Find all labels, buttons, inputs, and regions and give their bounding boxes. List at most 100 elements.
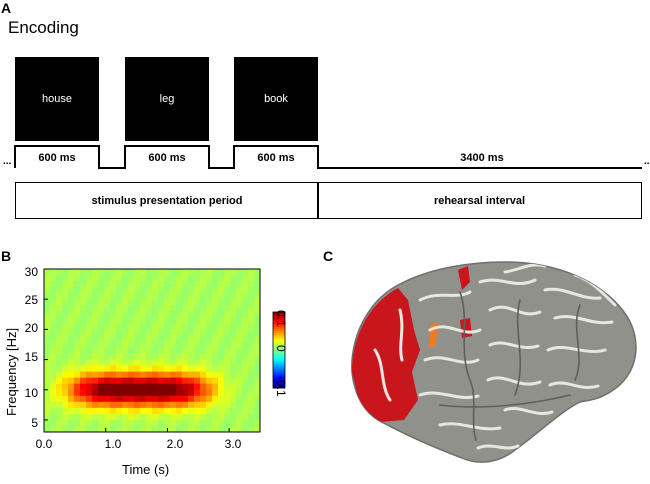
- heatmap-cell: [104, 281, 111, 288]
- heatmap-cell: [122, 419, 129, 427]
- heatmap-cell: [200, 335, 207, 342]
- heatmap-cell: [92, 425, 99, 433]
- heatmap-cell: [182, 383, 189, 391]
- heatmap-cell: [224, 281, 231, 288]
- heatmap-cell: [128, 287, 135, 294]
- heatmap-cell: [224, 269, 231, 276]
- heatmap-cell: [182, 269, 189, 276]
- heatmap-cell: [212, 407, 219, 415]
- heatmap-cell: [44, 419, 51, 427]
- heatmap-cell: [164, 347, 171, 355]
- heatmap-cell: [254, 347, 261, 355]
- heatmap-cell: [188, 311, 195, 318]
- heatmap-cell: [170, 323, 177, 330]
- stimulus-word: leg: [159, 93, 175, 105]
- heatmap-cell: [122, 365, 129, 373]
- heatmap-cell: [98, 329, 105, 336]
- heatmap-cell: [248, 269, 255, 276]
- heatmap-cell: [68, 275, 75, 282]
- heatmap-cell: [134, 341, 141, 348]
- heatmap-cell: [44, 365, 51, 373]
- heatmap-cell: [206, 287, 213, 294]
- heatmap-cell: [218, 311, 225, 318]
- heatmap-cell: [248, 293, 255, 300]
- heatmap-cell: [104, 401, 111, 409]
- heatmap-cell: [152, 269, 159, 276]
- colorbar-segment: [273, 336, 285, 340]
- heatmap-cell: [206, 269, 213, 276]
- heatmap-cell: [98, 311, 105, 318]
- colorbar-segment: [273, 331, 285, 334]
- heatmap-cell: [92, 389, 99, 397]
- heatmap-cell: [56, 371, 63, 379]
- heatmap-cell: [86, 413, 93, 421]
- heatmap-cell: [104, 335, 111, 342]
- heatmap-cell: [170, 281, 177, 288]
- heatmap-cell: [56, 287, 63, 294]
- heatmap-cell: [242, 323, 249, 330]
- heatmap-cell: [194, 287, 201, 294]
- heatmap-cell: [212, 365, 219, 373]
- plot-frame: [43, 268, 261, 433]
- heatmap-cell: [218, 287, 225, 294]
- heatmap-cell: [110, 305, 117, 312]
- heatmap-cell: [230, 425, 237, 433]
- heatmap-cell: [236, 401, 243, 409]
- heatmap-cell: [218, 275, 225, 282]
- heatmap-cell: [104, 287, 111, 294]
- heatmap-cell: [206, 413, 213, 421]
- heatmap-cell: [254, 413, 261, 421]
- heatmap-cell: [248, 419, 255, 427]
- heatmap-cell: [122, 347, 129, 355]
- heatmap-cell: [110, 287, 117, 294]
- heatmap-cell: [74, 425, 81, 433]
- heatmap-cell: [212, 317, 219, 324]
- heatmap-cell: [230, 305, 237, 312]
- heatmap-cell: [218, 401, 225, 409]
- heatmap-cell: [122, 377, 129, 385]
- heatmap-cell: [230, 287, 237, 294]
- heatmap-cell: [188, 335, 195, 342]
- heatmap-cell: [218, 407, 225, 415]
- heatmap-cell: [176, 425, 183, 433]
- heatmap-cell: [98, 281, 105, 288]
- heatmap-cell: [128, 359, 135, 367]
- heatmap-cell: [44, 401, 51, 409]
- heatmap-cell: [200, 425, 207, 433]
- heatmap-cell: [176, 299, 183, 306]
- heatmap-cell: [200, 377, 207, 385]
- heatmap-cell: [110, 359, 117, 367]
- heatmap-cell: [122, 425, 129, 433]
- heatmap-cell: [104, 329, 111, 336]
- heatmap-cell: [128, 395, 135, 403]
- heatmap-cell: [248, 335, 255, 342]
- heatmap-cell: [104, 365, 111, 373]
- heatmap-cell: [170, 275, 177, 282]
- heatmap-cell: [44, 377, 51, 385]
- heatmap-cell: [140, 275, 147, 282]
- heatmap-cell: [194, 359, 201, 367]
- heatmap-cell: [86, 311, 93, 318]
- heatmap-cell: [146, 311, 153, 318]
- heatmap-cell: [50, 395, 57, 403]
- heatmap-cell: [152, 317, 159, 324]
- heatmap-cell: [224, 365, 231, 373]
- heatmap-cell: [146, 371, 153, 379]
- heatmap-cell: [134, 293, 141, 300]
- heatmap-cell: [56, 281, 63, 288]
- heatmap-cell: [194, 365, 201, 373]
- heatmap-cell: [206, 419, 213, 427]
- heatmap-cell: [194, 353, 201, 361]
- heatmap-cell: [170, 401, 177, 409]
- colorbar-segment: [273, 344, 285, 347]
- heatmap-cell: [74, 419, 81, 427]
- heatmap-cell: [218, 335, 225, 342]
- heatmap-cell: [146, 413, 153, 421]
- heatmap-cell: [80, 341, 87, 348]
- heatmap-cell: [80, 419, 87, 427]
- heatmap-cell: [236, 275, 243, 282]
- heatmap-cell: [212, 323, 219, 330]
- heatmap-cell: [224, 335, 231, 342]
- heatmap-cell: [98, 395, 105, 403]
- heatmap-cell: [104, 389, 111, 397]
